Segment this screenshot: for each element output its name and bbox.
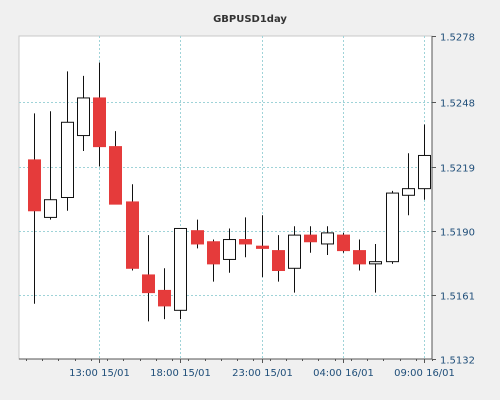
candle <box>93 62 106 167</box>
candle-body-down <box>109 146 122 205</box>
y-tick-label: 1.5248 <box>440 99 475 110</box>
candle <box>207 239 220 282</box>
candle-body-down <box>353 250 366 265</box>
x-axis-ticks: 13:00 15/01 18:00 15/01 23:00 15/01 04:00 1… <box>26 359 455 379</box>
candle-body-up <box>386 192 399 263</box>
x-tick-label: 23:00 15/01 <box>232 368 293 379</box>
y-tick-label: 1.5219 <box>440 164 475 175</box>
plot-area <box>18 35 433 360</box>
x-tick-label: 09:00 16/01 <box>394 368 455 379</box>
candle <box>353 239 366 271</box>
y-axis-ticks: 1.5132 1.5161 1.5190 1.5219 1.5248 1.5278 <box>432 33 475 367</box>
candle-body-down <box>256 245 269 249</box>
candle <box>418 124 431 200</box>
candle <box>61 71 74 211</box>
candle-body-down <box>93 97 106 148</box>
candle-body-down <box>207 241 220 265</box>
candle <box>142 235 155 322</box>
candle <box>402 153 415 216</box>
candle <box>126 184 139 271</box>
y-tick-label: 1.5278 <box>440 33 475 44</box>
candle <box>386 190 399 264</box>
candle <box>272 235 285 282</box>
candle <box>239 217 252 258</box>
candle <box>304 226 317 253</box>
candle-body-up <box>223 239 236 260</box>
candle-body-up <box>44 199 57 218</box>
y-tick-label: 1.5190 <box>440 228 475 239</box>
candle <box>44 111 57 220</box>
candle-body-down <box>304 234 317 243</box>
candle-body-up <box>418 154 431 190</box>
candle <box>256 215 269 278</box>
candle-body-down <box>142 274 155 294</box>
candle-body-down <box>337 234 350 252</box>
candle-body-up <box>174 227 187 311</box>
x-tick-label: 13:00 15/01 <box>69 368 130 379</box>
x-tick-label: 18:00 15/01 <box>150 368 211 379</box>
candle <box>158 268 171 320</box>
x-tick-label: 04:00 16/01 <box>313 368 374 379</box>
candle-body-down <box>272 250 285 272</box>
candle <box>223 228 236 273</box>
candle-body-up <box>288 234 301 269</box>
candle-body-down <box>126 201 139 269</box>
y-tick-label: 1.5161 <box>440 292 475 303</box>
candles <box>28 62 431 322</box>
chart-title: GBPUSD1day <box>213 14 287 25</box>
candle-body-down <box>191 230 204 245</box>
candle-body-down <box>28 159 41 212</box>
candle <box>174 227 187 320</box>
candle <box>28 113 41 304</box>
candle <box>191 219 204 249</box>
y-tick-label: 1.5132 <box>440 356 475 367</box>
candle-body-up <box>321 232 334 245</box>
candle-body-down <box>239 239 252 245</box>
candle-body-down <box>158 289 171 307</box>
candle <box>288 226 301 293</box>
candle <box>369 243 382 293</box>
candle-body-up <box>369 261 382 265</box>
candle-body-up <box>402 188 415 196</box>
candle <box>109 131 122 205</box>
candle-body-up <box>77 97 90 137</box>
candle-body-up <box>61 121 74 198</box>
candle <box>321 226 334 256</box>
candle <box>77 75 90 152</box>
candle <box>337 232 350 253</box>
